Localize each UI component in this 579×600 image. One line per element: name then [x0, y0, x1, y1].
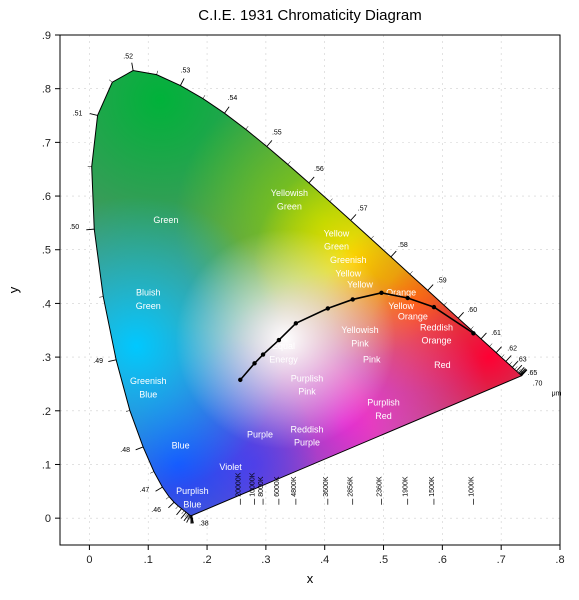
region-label: Orange [421, 336, 451, 346]
region-label: Bluish [136, 287, 161, 297]
wavelength-label: .53 [181, 68, 191, 75]
region-label: Purple [247, 430, 273, 440]
region-label: Pink [351, 338, 369, 348]
cct-label: 1000K [468, 476, 475, 497]
wavelength-label: .46 [151, 507, 161, 514]
cct-label: 20000K [235, 472, 242, 496]
region-label: Green [153, 215, 178, 225]
ytick-label: .5 [42, 245, 51, 257]
cct-label: 3600K [323, 476, 330, 497]
wavelength-label: .55 [272, 130, 282, 137]
region-label: Pink [298, 387, 316, 397]
xtick-label: .2 [202, 554, 211, 566]
region-label: Green [136, 301, 161, 311]
xtick-label: .8 [555, 554, 564, 566]
ytick-label: .2 [42, 406, 51, 418]
ytick-label: .4 [42, 298, 51, 310]
region-label: Yellow [324, 228, 350, 238]
region-label: Violet [219, 462, 242, 472]
ytick-label: .6 [42, 191, 51, 203]
chromaticity-diagram: C.I.E. 1931 Chromaticity Diagram 0 .1 .2 .3.… [0, 0, 579, 600]
wavelength-label: .60 [467, 307, 477, 314]
region-label: Orange [386, 287, 416, 297]
cct-label: 8000K [258, 476, 265, 497]
region-label: Reddish [420, 322, 453, 332]
region-label: Blue [172, 440, 190, 450]
cct-label: 6000K [274, 476, 281, 497]
wavelength-label: .56 [314, 166, 324, 173]
region-label: Greenish [330, 255, 367, 265]
region-label: Yellow [347, 279, 373, 289]
wavelength-label: .63 [517, 356, 527, 363]
cct-label: 1900K [403, 476, 410, 497]
region-label: Yellow [388, 301, 414, 311]
xtick-label: .4 [320, 554, 329, 566]
region-label: Red [434, 360, 451, 370]
region-label: Green [324, 242, 349, 252]
region-label: Green [277, 201, 302, 211]
xtick-label: .5 [379, 554, 388, 566]
wavelength-label: .58 [398, 242, 408, 249]
wavelength-label: .52 [123, 54, 133, 61]
wavelength-label: .54 [228, 95, 238, 102]
xtick-label: .1 [144, 554, 153, 566]
wavelength-label: .65 [528, 370, 538, 377]
wavelength-label: .62 [507, 346, 517, 353]
cct-label: 10000K [250, 472, 257, 496]
region-label: Yellowish [271, 188, 308, 198]
xtick-label: 0 [86, 554, 92, 566]
xtick-label: .6 [438, 554, 447, 566]
region-label: Purplish [176, 486, 209, 496]
ytick-label: .9 [42, 30, 51, 42]
xtick-label: .3 [261, 554, 270, 566]
wavelength-label: .59 [437, 277, 447, 284]
cct-label: 2360K [376, 476, 383, 497]
region-label: Yellow [335, 269, 361, 279]
region-label: Greenish [130, 376, 167, 386]
region-label: Purplish [367, 397, 400, 407]
wavelength-label: .47 [140, 487, 150, 494]
region-label: Blue [139, 389, 157, 399]
wavelength-label: .61 [491, 330, 501, 337]
region-label: Red [375, 411, 392, 421]
xtick-label: .7 [497, 554, 506, 566]
region-label: Yellowish [341, 325, 378, 335]
cct-label: 2856K [348, 476, 355, 497]
ytick-label: .3 [42, 352, 51, 364]
wavelength-label: .49 [93, 358, 103, 365]
chart-title: C.I.E. 1931 Chromaticity Diagram [198, 7, 421, 24]
wavelength-unit: μm [552, 391, 562, 398]
wavelength-label: .51 [73, 110, 83, 117]
region-label: Reddish [291, 424, 324, 434]
region-label: Blue [183, 499, 201, 509]
y-axis-label: y [6, 286, 21, 293]
ytick-label: .8 [42, 84, 51, 96]
region-label: Orange [398, 312, 428, 322]
region-label: Purple [294, 438, 320, 448]
cct-label: 1500K [429, 476, 436, 497]
ytick-label: 0 [45, 513, 51, 525]
wavelength-label: .48 [120, 447, 130, 454]
ytick-label: .1 [42, 459, 51, 471]
wavelength-label: .38 [199, 520, 209, 527]
region-label: Energy [269, 354, 298, 364]
cct-label: 4800K [291, 476, 298, 497]
wavelength-label: .70 [533, 381, 543, 388]
region-label: Purplish [291, 373, 324, 383]
wavelength-label: .57 [358, 205, 368, 212]
wavelength-label: .50 [69, 224, 79, 231]
ytick-label: .7 [42, 137, 51, 149]
region-label: Pink [363, 354, 381, 364]
x-axis-label: x [307, 571, 314, 586]
